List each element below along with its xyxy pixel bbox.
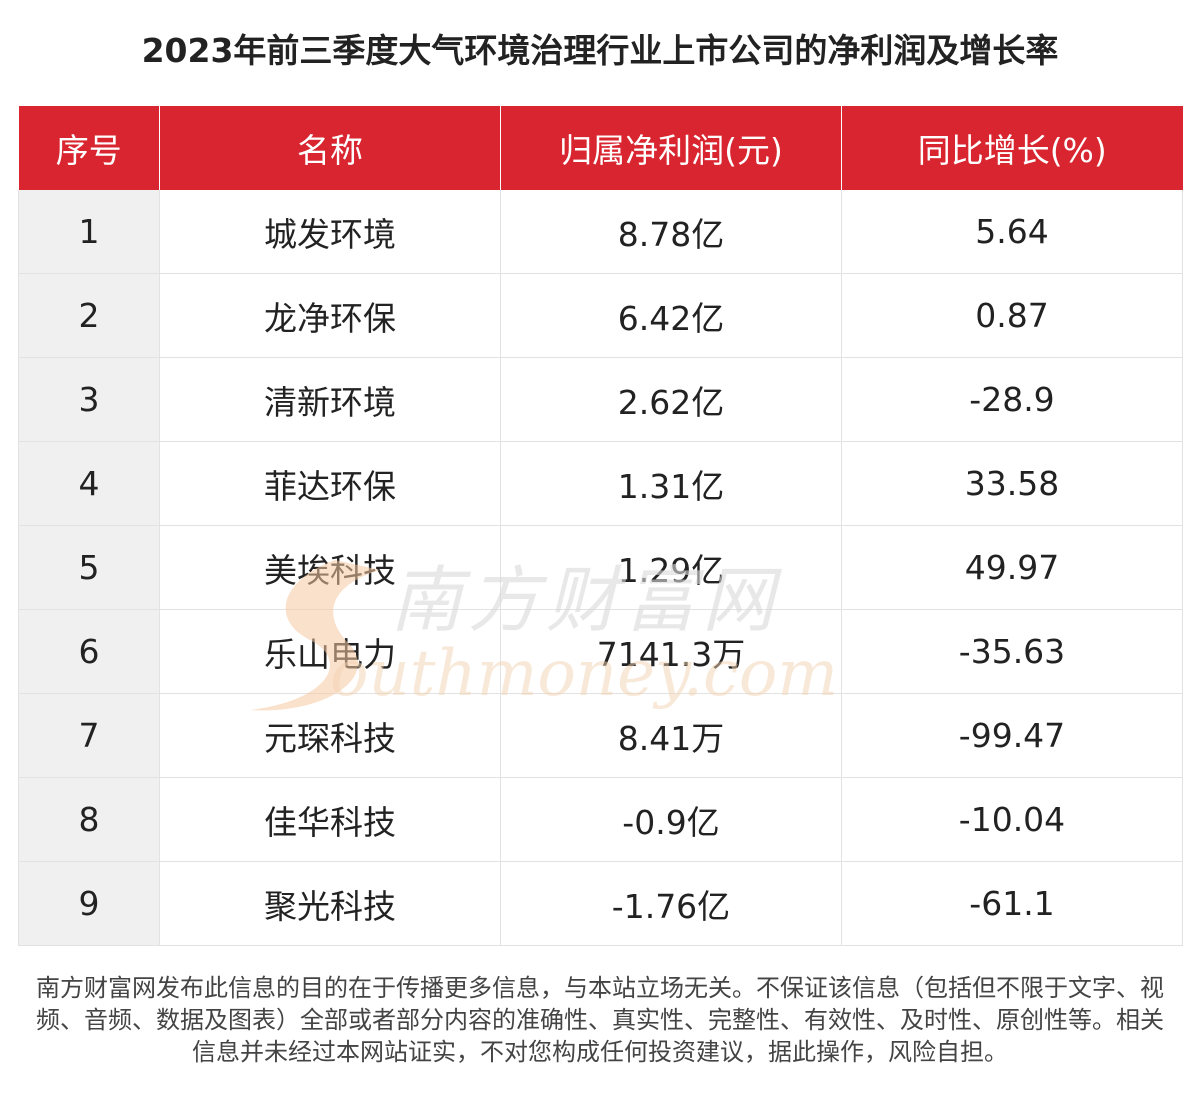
cell-name: 聚光科技 xyxy=(159,861,501,946)
table-row: 6 乐山电力 7141.3万 -35.63 xyxy=(18,609,1183,694)
cell-net-profit: 7141.3万 xyxy=(500,609,842,694)
cell-growth: 49.97 xyxy=(841,525,1183,610)
cell-index: 6 xyxy=(18,609,160,694)
cell-name: 美埃科技 xyxy=(159,525,501,610)
cell-index: 2 xyxy=(18,273,160,358)
table-row: 8 佳华科技 -0.9亿 -10.04 xyxy=(18,777,1183,862)
data-table-container: 序号 名称 归属净利润(元) 同比增长(%) 1 城发环境 8.78亿 5.64… xyxy=(18,106,1183,946)
table-row: 3 清新环境 2.62亿 -28.9 xyxy=(18,357,1183,442)
cell-net-profit: 6.42亿 xyxy=(500,273,842,358)
cell-growth: -10.04 xyxy=(841,777,1183,862)
table-row: 7 元琛科技 8.41万 -99.47 xyxy=(18,693,1183,778)
page-title: 2023年前三季度大气环境治理行业上市公司的净利润及增长率 xyxy=(141,31,1059,70)
cell-index: 5 xyxy=(18,525,160,610)
cell-net-profit: 1.29亿 xyxy=(500,525,842,610)
cell-index: 4 xyxy=(18,441,160,526)
table-row: 9 聚光科技 -1.76亿 -61.1 xyxy=(18,861,1183,946)
table-row: 5 美埃科技 1.29亿 49.97 xyxy=(18,525,1183,610)
cell-growth: 33.58 xyxy=(841,441,1183,526)
header-net-profit: 归属净利润(元) xyxy=(500,106,842,190)
disclaimer-text: 南方财富网发布此信息的目的在于传播更多信息，与本站立场无关。不保证该信息（包括但… xyxy=(36,974,1164,1066)
cell-name: 清新环境 xyxy=(159,357,501,442)
cell-growth: 0.87 xyxy=(841,273,1183,358)
cell-index: 9 xyxy=(18,861,160,946)
table-row: 1 城发环境 8.78亿 5.64 xyxy=(18,190,1183,274)
cell-name: 乐山电力 xyxy=(159,609,501,694)
cell-name: 元琛科技 xyxy=(159,693,501,778)
header-growth: 同比增长(%) xyxy=(841,106,1183,190)
cell-net-profit: 1.31亿 xyxy=(500,441,842,526)
cell-growth: -61.1 xyxy=(841,861,1183,946)
table-header-row: 序号 名称 归属净利润(元) 同比增长(%) xyxy=(18,106,1183,190)
cell-name: 佳华科技 xyxy=(159,777,501,862)
cell-index: 1 xyxy=(18,190,160,274)
cell-net-profit: 8.41万 xyxy=(500,693,842,778)
cell-growth: -35.63 xyxy=(841,609,1183,694)
table-row: 2 龙净环保 6.42亿 0.87 xyxy=(18,273,1183,358)
header-index: 序号 xyxy=(18,106,160,190)
cell-growth: -28.9 xyxy=(841,357,1183,442)
cell-index: 8 xyxy=(18,777,160,862)
cell-name: 城发环境 xyxy=(159,190,501,274)
cell-growth: 5.64 xyxy=(841,190,1183,274)
cell-net-profit: -1.76亿 xyxy=(500,861,842,946)
table-row: 4 菲达环保 1.31亿 33.58 xyxy=(18,441,1183,526)
header-name: 名称 xyxy=(159,106,501,190)
cell-net-profit: 2.62亿 xyxy=(500,357,842,442)
cell-growth: -99.47 xyxy=(841,693,1183,778)
cell-index: 3 xyxy=(18,357,160,442)
cell-name: 菲达环保 xyxy=(159,441,501,526)
cell-name: 龙净环保 xyxy=(159,273,501,358)
cell-net-profit: 8.78亿 xyxy=(500,190,842,274)
profit-table: 序号 名称 归属净利润(元) 同比增长(%) 1 城发环境 8.78亿 5.64… xyxy=(18,106,1183,946)
cell-net-profit: -0.9亿 xyxy=(500,777,842,862)
cell-index: 7 xyxy=(18,693,160,778)
